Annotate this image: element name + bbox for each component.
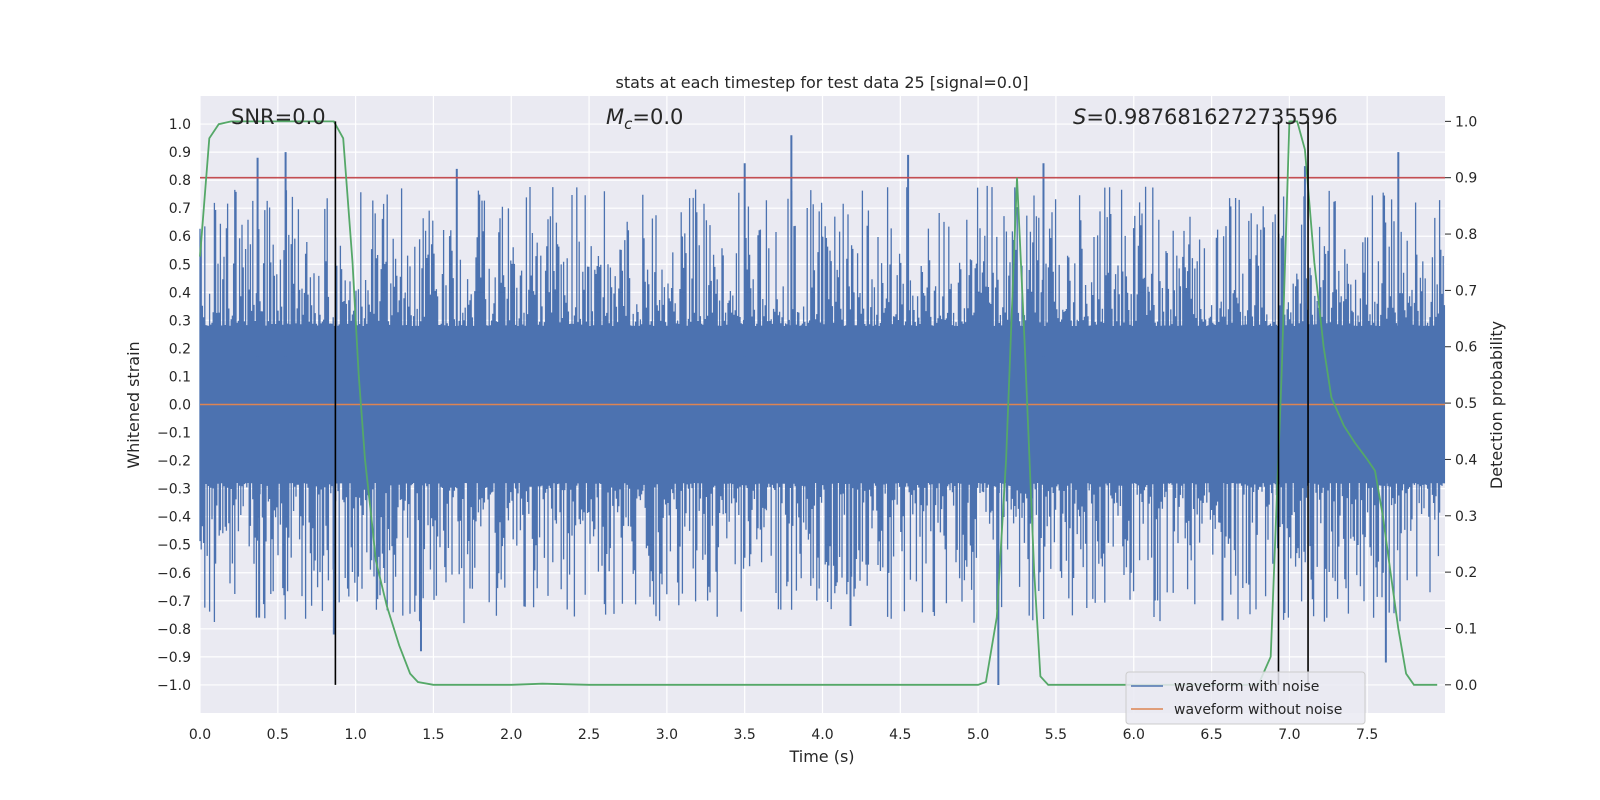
noise-band <box>200 356 1445 461</box>
x-tick-label: 2.5 <box>578 727 600 743</box>
y-tick-label: −0.3 <box>157 482 191 498</box>
chirp-mass-annotation: Mc=0.0 <box>606 105 683 133</box>
y2-tick-label: 0.0 <box>1455 678 1477 694</box>
y2-tick-label: 0.5 <box>1455 396 1477 412</box>
y-tick-label: 0.8 <box>169 173 191 189</box>
legend-box <box>1125 671 1366 725</box>
y-tick-label: −0.8 <box>157 622 191 638</box>
y-tick-label: 0.7 <box>169 201 191 217</box>
y-tick-label: −1.0 <box>157 678 191 694</box>
y2-tick-label: 1.0 <box>1455 114 1477 130</box>
y2-axis-label: Detection probability <box>1487 321 1506 489</box>
y-tick-label: −0.9 <box>157 650 191 666</box>
x-tick-label: 5.5 <box>1045 727 1067 743</box>
y2-tick-label: 0.9 <box>1455 171 1477 187</box>
mc-value: =0.0 <box>632 105 683 129</box>
y-tick-label: −0.5 <box>157 538 191 554</box>
y-tick-label: 0.2 <box>169 341 191 357</box>
y-tick-label: −0.1 <box>157 426 191 442</box>
x-tick-label: 3.0 <box>656 727 678 743</box>
y-tick-label: 1.0 <box>169 117 191 133</box>
y-tick-label: 0.6 <box>169 229 191 245</box>
x-tick-label: 4.5 <box>889 727 911 743</box>
y-tick-label: 0.0 <box>169 398 191 414</box>
y-tick-label: 0.4 <box>169 285 191 301</box>
y2-tick-label: 0.7 <box>1455 283 1477 299</box>
x-tick-label: 4.0 <box>811 727 833 743</box>
y2-tick-label: 0.3 <box>1455 509 1477 525</box>
y-tick-label: −0.7 <box>157 594 191 610</box>
y2-tick-label: 0.6 <box>1455 340 1477 356</box>
y-tick-label: −0.2 <box>157 454 191 470</box>
y2-tick-label: 0.4 <box>1455 452 1477 468</box>
s-symbol: S <box>1073 105 1086 129</box>
y-tick-label: 0.1 <box>169 369 191 385</box>
x-tick-label: 3.5 <box>734 727 756 743</box>
x-tick-label: 1.0 <box>344 727 366 743</box>
y-tick-label: 0.9 <box>169 145 191 161</box>
y2-tick-label: 0.1 <box>1455 621 1477 637</box>
x-tick-label: 7.0 <box>1278 727 1300 743</box>
y-tick-label: −0.6 <box>157 566 191 582</box>
y-tick-label: −0.4 <box>157 510 191 526</box>
snr-annotation: SNR=0.0 <box>231 105 326 129</box>
x-axis-label: Time (s) <box>788 747 854 766</box>
x-tick-label: 7.5 <box>1356 727 1378 743</box>
overlay-lines <box>199 120 1445 686</box>
x-tick-label: 6.0 <box>1123 727 1145 743</box>
legend-label-clean: waveform without noise <box>1174 702 1342 718</box>
detection-probability-line <box>199 120 1438 686</box>
mc-symbol: M <box>606 105 624 129</box>
legend: waveform with noise waveform without noi… <box>1125 671 1366 725</box>
y2-tick-label: 0.2 <box>1455 565 1477 581</box>
x-tick-label: 6.5 <box>1200 727 1222 743</box>
waveform-with-noise-series <box>199 135 1446 685</box>
x-tick-label: 1.5 <box>422 727 444 743</box>
s-value: =0.9876816272735596 <box>1086 105 1337 129</box>
legend-label-noise: waveform with noise <box>1174 679 1319 695</box>
chart-title: stats at each timestep for test data 25 … <box>616 73 1029 92</box>
y2-tick-label: 0.8 <box>1455 227 1477 243</box>
x-tick-label: 2.0 <box>500 727 522 743</box>
x-tick-label: 5.0 <box>967 727 989 743</box>
axis-ticks: 0.0 0.5 1.0 1.5 2.0 2.5 3.0 3.5 4.0 4.5 5.0 5.5 6.0 6… <box>157 114 1477 743</box>
x-tick-label: 0.0 <box>189 727 211 743</box>
mc-subscript: c <box>624 115 633 133</box>
y-tick-label: 0.5 <box>169 257 191 273</box>
x-tick-label: 0.5 <box>267 727 289 743</box>
y-tick-label: 0.3 <box>169 313 191 329</box>
score-annotation: S=0.9876816272735596 <box>1073 105 1338 129</box>
y-axis-label: Whitened strain <box>124 341 143 468</box>
